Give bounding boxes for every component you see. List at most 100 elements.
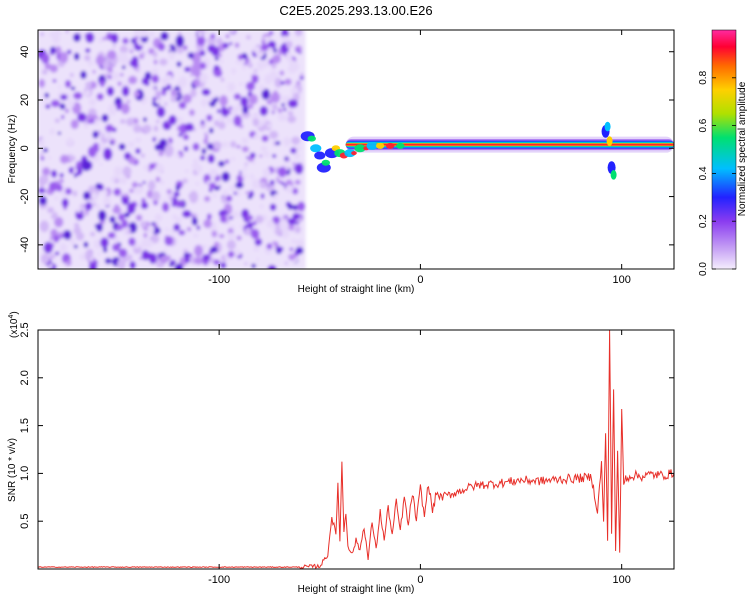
noise-blob: [256, 257, 260, 261]
noise-blob: [176, 116, 183, 123]
noise-blob: [182, 134, 190, 141]
noise-blob: [59, 51, 69, 63]
noise-blob: [192, 142, 200, 151]
noise-blob: [178, 101, 186, 109]
signal-blob: [351, 151, 357, 156]
noise-blob: [84, 123, 89, 129]
signal-blob: [310, 144, 322, 153]
noise-blob: [235, 181, 244, 189]
noise-blob: [38, 137, 45, 146]
noise-blob: [269, 70, 278, 80]
noise-blob: [267, 47, 273, 54]
noise-blob: [98, 37, 104, 44]
noise-blob: [162, 199, 167, 203]
noise-blob: [38, 195, 48, 206]
noise-blob: [143, 117, 147, 122]
noise-blob: [183, 248, 188, 254]
y-tick-label: 2.0: [19, 370, 31, 385]
noise-blob: [115, 224, 123, 231]
noise-blob: [196, 225, 201, 230]
noise-blob: [190, 88, 197, 98]
noise-blob: [135, 66, 140, 73]
noise-blob: [296, 239, 305, 249]
noise-blob: [229, 42, 233, 46]
noise-blob: [292, 187, 299, 195]
noise-blob: [57, 85, 62, 89]
y-tick-label: 40: [19, 46, 31, 58]
noise-blob: [214, 241, 219, 248]
noise-blob: [80, 203, 86, 210]
snr-y-ticks: 0.5 1.0 1.5 2.0 2.5: [19, 322, 674, 529]
noise-blob: [283, 136, 291, 147]
noise-blob: [292, 93, 300, 102]
noise-blob: [227, 227, 234, 235]
noise-blob: [206, 114, 213, 122]
noise-blob: [258, 84, 266, 92]
noise-blob: [290, 147, 297, 154]
noise-blob: [273, 47, 277, 54]
noise-blob: [157, 42, 166, 52]
signal-blob: [344, 149, 356, 158]
noise-blob: [173, 223, 181, 232]
noise-blob: [238, 170, 242, 174]
noise-blob: [135, 214, 143, 221]
noise-blob: [231, 156, 236, 162]
noise-blob: [110, 33, 119, 44]
noise-blob: [284, 261, 288, 265]
noise-blob: [153, 125, 159, 132]
noise-blob: [154, 213, 163, 222]
noise-blob: [141, 51, 146, 56]
noise-blob: [244, 227, 252, 236]
noise-blob: [224, 159, 230, 164]
noise-blob: [219, 115, 226, 122]
noise-blob: [239, 124, 244, 129]
noise-blob: [262, 214, 268, 221]
noise-blob: [215, 180, 222, 187]
noise-blob: [54, 43, 58, 48]
noise-blob: [295, 145, 302, 152]
noise-blob: [199, 72, 208, 84]
noise-blob: [231, 225, 235, 230]
noise-blob: [184, 169, 189, 173]
noise-blob: [208, 127, 214, 134]
noise-blob: [107, 50, 117, 60]
spectrogram-image: [38, 30, 674, 269]
noise-blob: [85, 48, 91, 53]
noise-blob: [64, 108, 70, 114]
x-tick-label: 100: [612, 574, 630, 586]
snr-series-line: [38, 330, 674, 569]
noise-blob: [49, 30, 56, 38]
colorbar-tick-label: 0.8: [698, 70, 709, 84]
colorbar-tick-label: 0.0: [698, 262, 709, 276]
noise-blob: [141, 250, 150, 261]
noise-blob: [287, 203, 293, 210]
noise-blob: [259, 204, 264, 209]
noise-blob: [172, 196, 178, 203]
noise-blob: [203, 219, 212, 229]
noise-blob: [251, 179, 261, 190]
noise-blob: [103, 147, 113, 161]
noise-blob: [216, 109, 221, 114]
noise-blob: [42, 167, 51, 176]
noise-blob: [139, 256, 143, 261]
noise-blob: [128, 141, 135, 148]
noise-blob: [271, 110, 275, 114]
noise-blob: [289, 108, 293, 112]
noise-blob: [212, 193, 217, 199]
noise-blob: [281, 182, 285, 186]
y-tick-label: 1.0: [19, 466, 31, 481]
noise-blob: [96, 93, 104, 101]
noise-blob: [129, 261, 136, 269]
noise-blob: [191, 217, 198, 226]
noise-blob: [107, 66, 113, 74]
noise-blob: [102, 36, 107, 41]
noise-blob: [103, 73, 110, 78]
colorbar: 0.0 0.2 0.4 0.6 0.8 Normalized spectral ampl…: [698, 29, 748, 276]
noise-blob: [299, 75, 305, 80]
noise-blob: [289, 247, 294, 252]
noise-blob: [99, 231, 103, 236]
noise-blob: [45, 104, 51, 109]
noise-blob: [48, 181, 58, 192]
noise-blob: [142, 124, 152, 133]
colorbar-tick-label: 0.4: [698, 166, 709, 180]
